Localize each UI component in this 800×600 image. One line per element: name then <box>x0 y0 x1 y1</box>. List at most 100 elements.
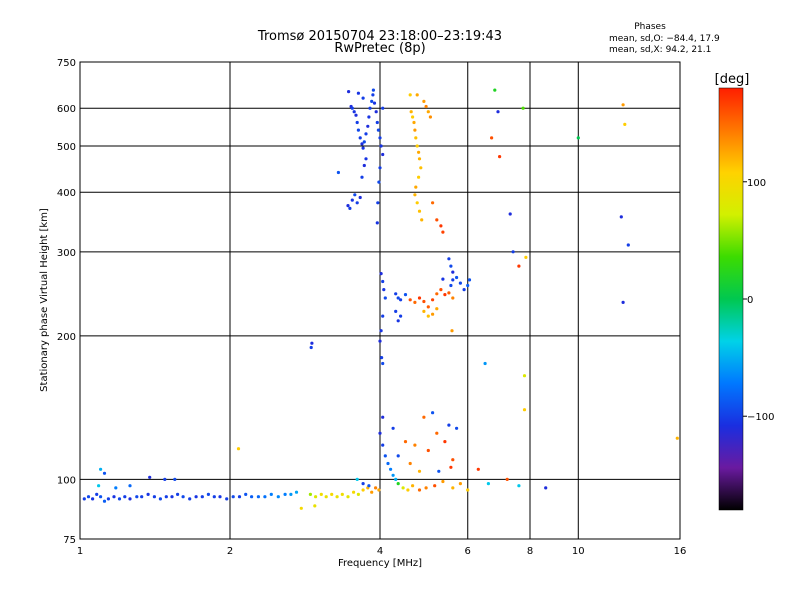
data-point <box>391 473 395 477</box>
data-point <box>372 101 377 105</box>
data-point <box>218 495 222 499</box>
y-tick-label: 200 <box>57 332 76 343</box>
data-point <box>381 106 385 110</box>
colorbar-ticks: 100 0 −100 <box>743 178 774 423</box>
data-point <box>411 484 415 488</box>
data-point <box>394 309 398 313</box>
data-point <box>91 497 95 501</box>
data-point <box>336 170 340 175</box>
plot-frame <box>79 61 681 540</box>
data-point <box>225 497 229 501</box>
data-point <box>396 454 400 458</box>
data-point <box>505 477 509 481</box>
data-point <box>382 288 386 292</box>
data-point <box>361 488 365 492</box>
data-point <box>294 490 299 494</box>
data-point <box>451 458 455 462</box>
data-point <box>389 467 393 471</box>
data-point <box>135 495 139 499</box>
data-point <box>449 283 453 288</box>
data-point <box>435 431 439 435</box>
data-point <box>394 292 398 296</box>
data-point <box>106 497 110 501</box>
data-point <box>356 128 360 132</box>
data-point <box>508 212 512 216</box>
data-point <box>376 201 380 205</box>
data-point <box>158 497 162 501</box>
data-point <box>356 91 360 95</box>
data-point <box>324 495 328 499</box>
data-point <box>375 120 379 125</box>
data-point <box>439 224 443 228</box>
data-point <box>576 136 580 140</box>
data-point <box>426 110 430 114</box>
data-point <box>269 492 273 496</box>
data-point <box>443 440 447 444</box>
data-point <box>417 157 422 161</box>
data-point <box>391 426 395 430</box>
data-point <box>378 431 382 435</box>
data-point <box>441 277 445 281</box>
data-point <box>428 115 432 119</box>
data-point <box>310 341 314 345</box>
data-point <box>433 484 437 488</box>
data-point <box>379 272 383 276</box>
data-point <box>335 495 339 499</box>
data-point <box>415 201 419 205</box>
data-point <box>517 484 521 488</box>
data-point <box>511 250 515 254</box>
data-point <box>447 423 451 427</box>
data-point <box>368 106 372 110</box>
data-point <box>437 469 441 473</box>
colorbar <box>718 87 744 511</box>
data-point <box>451 270 455 274</box>
data-point <box>313 504 317 508</box>
data-point <box>377 488 381 492</box>
y-tick-label: 100 <box>57 475 76 486</box>
data-point <box>417 175 421 179</box>
data-point <box>426 448 430 453</box>
data-point <box>163 477 167 481</box>
data-point <box>522 408 527 412</box>
data-point <box>417 209 422 213</box>
data-point <box>355 120 359 125</box>
data-point <box>309 345 313 350</box>
data-point <box>496 110 500 114</box>
x-tick-label: 2 <box>227 546 233 557</box>
data-point <box>352 110 356 114</box>
data-point <box>493 88 497 92</box>
data-point <box>95 492 99 496</box>
data-point <box>401 486 405 490</box>
data-point <box>97 484 101 488</box>
data-point <box>396 319 400 323</box>
data-point <box>112 495 116 499</box>
data-point <box>200 495 204 499</box>
data-point <box>375 221 379 225</box>
data-point <box>358 136 362 140</box>
data-point <box>413 443 417 447</box>
data-point <box>381 279 385 284</box>
colorbar-tick-label: 0 <box>747 295 753 306</box>
data-point <box>377 180 381 184</box>
data-point <box>399 298 403 302</box>
data-point <box>350 106 354 110</box>
data-point <box>146 492 150 496</box>
x-tick-label: 16 <box>674 546 687 557</box>
data-point <box>426 314 430 318</box>
data-point <box>420 218 424 222</box>
data-point <box>408 93 412 97</box>
chart-subtitle: RwPretec (8p) <box>334 41 425 56</box>
data-point <box>626 243 630 247</box>
data-point <box>376 128 380 132</box>
data-point <box>386 461 390 466</box>
y-tick-label: 400 <box>57 188 76 199</box>
data-point <box>458 281 462 285</box>
data-point <box>354 113 358 117</box>
stats-o-mode: mean, sd,O: −84.4, 17.9 <box>609 34 720 44</box>
data-point <box>352 490 356 494</box>
data-point <box>374 110 378 114</box>
data-point <box>188 497 192 501</box>
data-point <box>370 99 374 103</box>
data-point <box>424 486 428 490</box>
data-point <box>619 215 623 219</box>
